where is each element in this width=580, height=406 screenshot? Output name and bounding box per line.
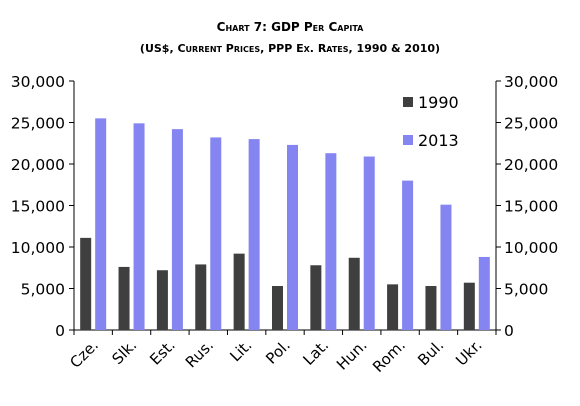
category-label: Hun. xyxy=(333,336,371,374)
bar-2013-bul xyxy=(440,204,452,330)
category-label: Slk. xyxy=(108,336,140,368)
right-tick-label: 20,000 xyxy=(504,156,558,174)
bar-1990-rus xyxy=(195,264,207,330)
bar-1990-est xyxy=(156,270,168,330)
bar-2013-hun xyxy=(363,156,375,330)
bar-2013-est xyxy=(171,129,183,330)
bar-1990-hun xyxy=(348,257,360,330)
category-label: Bul. xyxy=(414,336,447,369)
legend-swatch-2013 xyxy=(403,135,413,145)
bar-2013-rom xyxy=(402,180,414,330)
chart-subtitle: (US$, Current Prices, PPP Ex. Rates, 199… xyxy=(140,42,440,55)
bar-2013-ukr xyxy=(478,256,490,330)
legend: 1990 2013 xyxy=(403,93,459,150)
legend-swatch-1990 xyxy=(403,97,413,107)
category-label: Rom. xyxy=(369,336,409,376)
bars xyxy=(80,118,490,330)
left-tick-label: 0 xyxy=(55,322,65,340)
right-tick-label: 0 xyxy=(504,322,514,340)
category-label: Pol. xyxy=(262,336,294,368)
left-tick-label: 15,000 xyxy=(11,198,65,216)
category-label: Lit. xyxy=(226,336,255,365)
right-tick-label: 25,000 xyxy=(504,115,558,133)
bar-2013-pol xyxy=(287,144,298,330)
chart-title: Chart 7: GDP Per Capita xyxy=(217,20,365,34)
left-tick-label: 25,000 xyxy=(11,115,65,133)
bar-1990-slk xyxy=(118,266,130,330)
bar-1990-ukr xyxy=(463,282,475,330)
left-tick-label: 20,000 xyxy=(11,156,65,174)
bar-1990-cze xyxy=(80,237,92,330)
bar-1990-rom xyxy=(387,284,399,330)
category-label: Lat. xyxy=(300,336,333,369)
right-tick-label: 5,000 xyxy=(504,281,548,299)
left-tick-label: 5,000 xyxy=(21,281,65,299)
category-label: Cze. xyxy=(66,336,102,372)
bar-1990-bul xyxy=(425,286,437,330)
tick-labels: 0 0 5,000 5,000 10,000 10,000 15,000 15,000 20,0… xyxy=(11,73,559,340)
bar-1990-lit xyxy=(233,253,245,330)
legend-label-2013: 2013 xyxy=(418,131,459,150)
bar-1990-lat xyxy=(310,265,322,330)
right-tick-label: 10,000 xyxy=(504,239,558,257)
bar-1990-pol xyxy=(272,286,283,330)
left-tick-label: 30,000 xyxy=(11,73,65,91)
category-labels: Cze. Slk. Est. Rus. Lit. Pol. Lat. Hun.Rom. Bul.… xyxy=(66,336,485,376)
bar-2013-cze xyxy=(95,118,107,330)
left-tick-label: 10,000 xyxy=(11,239,65,257)
category-label: Ukr. xyxy=(452,336,485,369)
right-tick-label: 30,000 xyxy=(504,73,558,91)
category-label: Est. xyxy=(146,336,178,368)
bar-2013-lit xyxy=(248,139,260,330)
legend-label-1990: 1990 xyxy=(418,93,459,112)
bar-2013-lat xyxy=(325,153,337,330)
category-label: Rus. xyxy=(182,336,217,371)
bar-2013-slk xyxy=(133,123,145,330)
bar-2013-rus xyxy=(210,137,222,330)
right-tick-label: 15,000 xyxy=(504,198,558,216)
